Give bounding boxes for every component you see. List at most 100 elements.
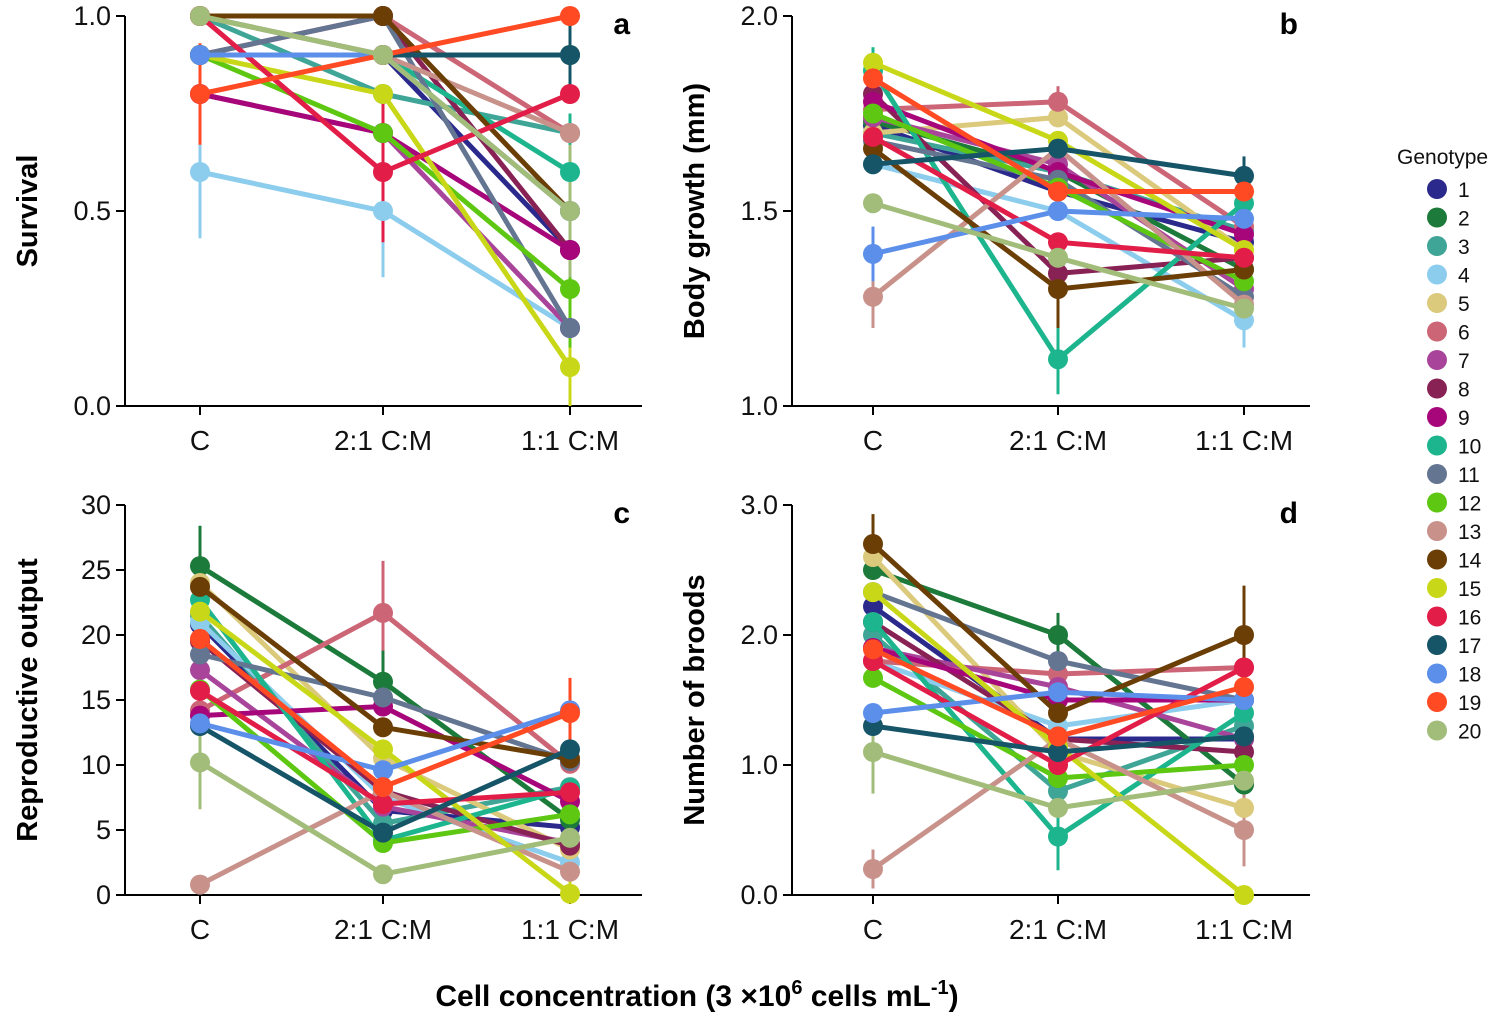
legend-label: 5 [1458, 293, 1470, 316]
data-point [1048, 726, 1068, 747]
data-point [1048, 138, 1068, 159]
legend-label: 17 [1458, 635, 1481, 658]
y-tick-label: 5 [96, 815, 111, 845]
data-point [1234, 298, 1254, 319]
legend-marker [1427, 350, 1447, 370]
legend-marker [1427, 179, 1447, 199]
legend-item: 11 [1427, 464, 1480, 487]
data-point [560, 861, 580, 882]
legend-label: 9 [1458, 407, 1470, 430]
legend-label: 19 [1458, 692, 1481, 715]
legend-label: 2 [1458, 208, 1470, 231]
data-point [190, 628, 210, 649]
panel-letter: b [1280, 8, 1298, 41]
legend-marker [1427, 549, 1447, 570]
data-point [1234, 181, 1254, 202]
data-point [1048, 91, 1068, 112]
series-15 [190, 601, 580, 904]
data-point [560, 318, 580, 338]
data-point [863, 193, 883, 214]
legend-item: 15 [1427, 578, 1481, 601]
legend-label: 12 [1458, 493, 1481, 516]
legend-label: 7 [1458, 350, 1470, 373]
x-tick-label: 1:1 C:M [521, 425, 619, 456]
data-point [1234, 165, 1254, 186]
series-14 [863, 534, 1254, 723]
panel-c: 0 5 10 15 20 25 30 C 2:1 C:M 1:1 C:M Reproductive … [12, 490, 642, 945]
x-tick-label: C [863, 425, 883, 456]
data-point [1234, 208, 1254, 229]
panel-letter: c [613, 497, 630, 530]
x-axis-title: Cell concentration (3 ×106 cells mL-1) [435, 977, 958, 1013]
data-point [190, 660, 210, 681]
data-point [1048, 279, 1068, 299]
data-point [373, 822, 393, 843]
legend-marker [1427, 207, 1447, 228]
data-point [863, 596, 883, 617]
data-point [190, 6, 210, 26]
data-point [560, 162, 580, 182]
data-point [863, 286, 883, 307]
legend-marker [1427, 663, 1447, 684]
y-tick-label: 1.0 [740, 750, 778, 780]
legend-marker [1427, 435, 1447, 456]
data-point [863, 639, 883, 660]
series-2 [863, 560, 1254, 795]
data-point [560, 201, 580, 221]
legend-marker [1427, 635, 1447, 655]
data-point [190, 874, 210, 895]
legend-item: 12 [1427, 492, 1481, 516]
data-point [560, 739, 580, 760]
legend-label: 13 [1458, 521, 1481, 544]
data-point [560, 6, 580, 26]
data-point [863, 243, 883, 264]
x-tick-label: 2:1 C:M [334, 425, 432, 456]
panel-letter: d [1280, 497, 1298, 530]
data-point [1048, 742, 1068, 762]
panels: 0.0 0.5 1.0 C 2:1 C:M 1:1 C:M Survival a 1.0 1.5 2… [12, 1, 1310, 945]
data-point [190, 576, 210, 597]
data-point [863, 859, 883, 879]
data-point [1048, 263, 1068, 284]
data-point [863, 582, 883, 603]
legend-label: 3 [1458, 236, 1470, 259]
legend-label: 8 [1458, 379, 1470, 402]
series-19 [863, 639, 1254, 747]
data-point [373, 864, 393, 885]
legend-label: 4 [1458, 265, 1470, 288]
y-axis-title: Number of broods [679, 574, 711, 825]
legend-item: 13 [1427, 521, 1481, 544]
legend-marker [1427, 236, 1447, 256]
legend-label: 6 [1458, 322, 1470, 345]
legend-label: 1 [1458, 179, 1470, 202]
y-tick-label: 25 [81, 555, 111, 585]
panel-d: 0.0 1.0 2.0 3.0 C 2:1 C:M 1:1 C:M Number of bro… [679, 490, 1310, 945]
series-20 [190, 752, 580, 885]
data-point [1234, 820, 1254, 840]
data-point [1234, 247, 1254, 268]
y-tick-label: 0.5 [73, 196, 111, 226]
legend-item: 5 [1427, 293, 1470, 316]
series-16 [863, 126, 1254, 268]
data-point [190, 680, 210, 701]
legend-label: 18 [1458, 664, 1481, 687]
series-16 [190, 680, 580, 814]
y-tick-label: 20 [81, 620, 111, 650]
legend-item: 20 [1427, 720, 1481, 744]
y-tick-label: 30 [81, 490, 111, 520]
legend-marker [1427, 264, 1447, 285]
y-tick-label: 0 [96, 880, 111, 910]
legend-label: 10 [1458, 436, 1481, 459]
data-point [1048, 232, 1068, 253]
data-point [190, 162, 210, 182]
data-point [1048, 625, 1068, 645]
data-point [863, 52, 883, 73]
data-point [863, 742, 883, 762]
y-tick-label: 1.5 [740, 196, 778, 226]
legend-item: 9 [1427, 407, 1470, 430]
data-point [190, 556, 210, 577]
panel-b: 1.0 1.5 2.0 C 2:1 C:M 1:1 C:M Body growth (mm)… [679, 1, 1310, 456]
data-point [1048, 181, 1068, 202]
y-tick-label: 1.0 [73, 1, 111, 31]
